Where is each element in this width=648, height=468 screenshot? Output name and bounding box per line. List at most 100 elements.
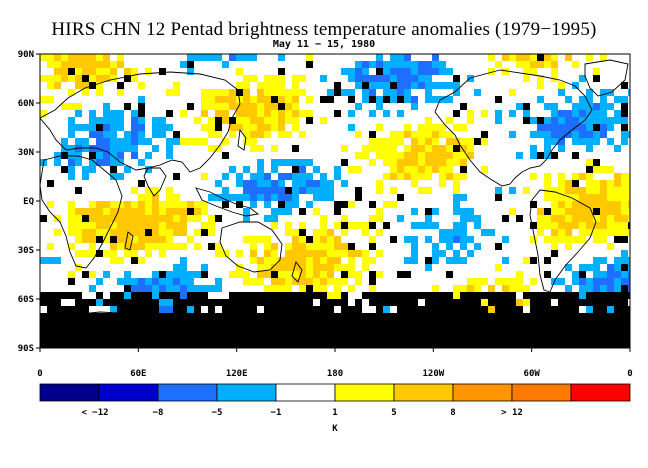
anomaly-cell: [138, 306, 145, 313]
anomaly-cell: [404, 334, 411, 341]
anomaly-cell: [558, 110, 565, 117]
anomaly-cell: [264, 194, 271, 201]
anomaly-cell: [537, 320, 544, 327]
anomaly-cell: [103, 145, 110, 152]
anomaly-cell: [173, 334, 180, 341]
coastline-north-america: [434, 69, 593, 187]
lat-tick-label: 60N: [18, 99, 34, 109]
anomaly-cell: [138, 82, 145, 89]
anomaly-cell: [159, 313, 166, 320]
anomaly-cell: [460, 236, 467, 243]
anomaly-cell: [348, 250, 355, 257]
anomaly-cell: [194, 229, 201, 236]
anomaly-cell: [474, 222, 481, 229]
anomaly-cell: [383, 75, 390, 82]
anomaly-cell: [285, 131, 292, 138]
anomaly-cell: [460, 285, 467, 292]
anomaly-cell: [180, 208, 187, 215]
anomaly-cell: [467, 138, 474, 145]
anomaly-cell: [509, 285, 516, 292]
anomaly-cell: [285, 187, 292, 194]
anomaly-cell: [75, 152, 82, 159]
anomaly-cell: [537, 208, 544, 215]
anomaly-cell: [600, 320, 607, 327]
anomaly-cell: [397, 271, 404, 278]
anomaly-cell: [544, 327, 551, 334]
anomaly-cell: [593, 131, 600, 138]
anomaly-cell: [257, 194, 264, 201]
anomaly-cell: [264, 236, 271, 243]
anomaly-cell: [558, 201, 565, 208]
anomaly-cell: [369, 222, 376, 229]
anomaly-cell: [614, 285, 621, 292]
anomaly-cell: [187, 334, 194, 341]
anomaly-cell: [453, 257, 460, 264]
anomaly-cell: [572, 341, 579, 348]
anomaly-cell: [530, 201, 537, 208]
anomaly-cell: [614, 117, 621, 124]
anomaly-cell: [138, 103, 145, 110]
anomaly-cell: [285, 222, 292, 229]
anomaly-cell: [215, 313, 222, 320]
anomaly-cell: [341, 306, 348, 313]
anomaly-cell: [292, 96, 299, 103]
anomaly-cell: [110, 75, 117, 82]
anomaly-cell: [320, 229, 327, 236]
anomaly-cell: [404, 299, 411, 306]
anomaly-cell: [285, 250, 292, 257]
anomaly-cell: [47, 334, 54, 341]
anomaly-cell: [243, 180, 250, 187]
anomaly-cell: [495, 292, 502, 299]
anomaly-cell: [369, 82, 376, 89]
anomaly-cell: [257, 327, 264, 334]
anomaly-cell: [404, 124, 411, 131]
anomaly-cell: [187, 299, 194, 306]
anomaly-cell: [628, 180, 630, 187]
anomaly-cell: [446, 306, 453, 313]
anomaly-cell: [572, 292, 579, 299]
anomaly-cell: [593, 124, 600, 131]
anomaly-cell: [425, 306, 432, 313]
anomaly-cell: [453, 194, 460, 201]
anomaly-cell: [117, 306, 124, 313]
anomaly-cell: [558, 334, 565, 341]
anomaly-cell: [530, 54, 537, 61]
anomaly-cell: [208, 306, 215, 313]
anomaly-cell: [166, 187, 173, 194]
anomaly-cell: [278, 306, 285, 313]
anomaly-cell: [565, 222, 572, 229]
anomaly-cell: [117, 208, 124, 215]
anomaly-cell: [425, 257, 432, 264]
anomaly-cell: [243, 236, 250, 243]
anomaly-cell: [131, 131, 138, 138]
anomaly-cell: [607, 117, 614, 124]
anomaly-cell: [180, 334, 187, 341]
anomaly-cell: [481, 138, 488, 145]
anomaly-cell: [551, 334, 558, 341]
anomaly-cell: [180, 285, 187, 292]
anomaly-cell: [327, 327, 334, 334]
anomaly-cell: [565, 327, 572, 334]
anomaly-cell: [579, 327, 586, 334]
anomaly-cell: [271, 264, 278, 271]
anomaly-cell: [292, 341, 299, 348]
anomaly-cell: [404, 54, 411, 61]
anomaly-cell: [411, 173, 418, 180]
anomaly-cell: [152, 313, 159, 320]
anomaly-cell: [271, 341, 278, 348]
anomaly-cell: [362, 89, 369, 96]
anomaly-cell: [425, 75, 432, 82]
anomaly-cell: [495, 299, 502, 306]
anomaly-cell: [348, 313, 355, 320]
anomaly-cell: [369, 257, 376, 264]
anomaly-cell: [390, 68, 397, 75]
anomaly-cell: [243, 320, 250, 327]
anomaly-cell: [593, 138, 600, 145]
anomaly-cell: [61, 166, 68, 173]
anomaly-cell: [250, 250, 257, 257]
anomaly-cell: [110, 61, 117, 68]
anomaly-cell: [600, 292, 607, 299]
anomaly-cell: [355, 320, 362, 327]
anomaly-cell: [110, 222, 117, 229]
anomaly-cell: [208, 243, 215, 250]
